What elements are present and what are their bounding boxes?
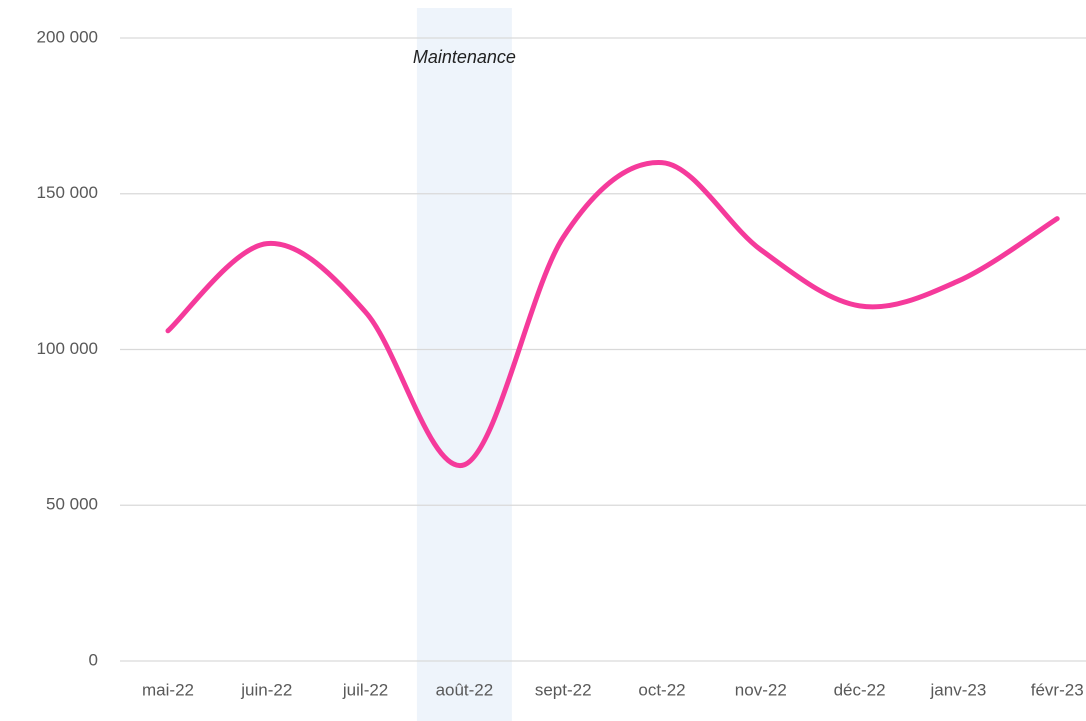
y-tick-label: 100 000 [37,339,98,358]
x-tick-label: oct-22 [638,680,685,699]
x-tick-label: janv-23 [930,680,987,699]
x-tick-label: déc-22 [834,680,886,699]
y-tick-label: 150 000 [37,183,98,202]
annotation-band [416,8,512,721]
line-series [165,160,1060,468]
x-tick-label: juin-22 [240,680,292,699]
x-tick-label: août-22 [436,680,494,699]
y-tick-label: 50 000 [46,495,98,514]
annotation-label: Maintenance [413,47,516,67]
y-tick-label: 200 000 [37,27,98,46]
x-tick-label: févr-23 [1031,680,1084,699]
y-tick-label: 0 [89,650,98,669]
x-tick-label: nov-22 [735,680,787,699]
x-tick-label: mai-22 [142,680,194,699]
x-tick-label: sept-22 [535,680,592,699]
x-tick-label: juil-22 [342,680,388,699]
